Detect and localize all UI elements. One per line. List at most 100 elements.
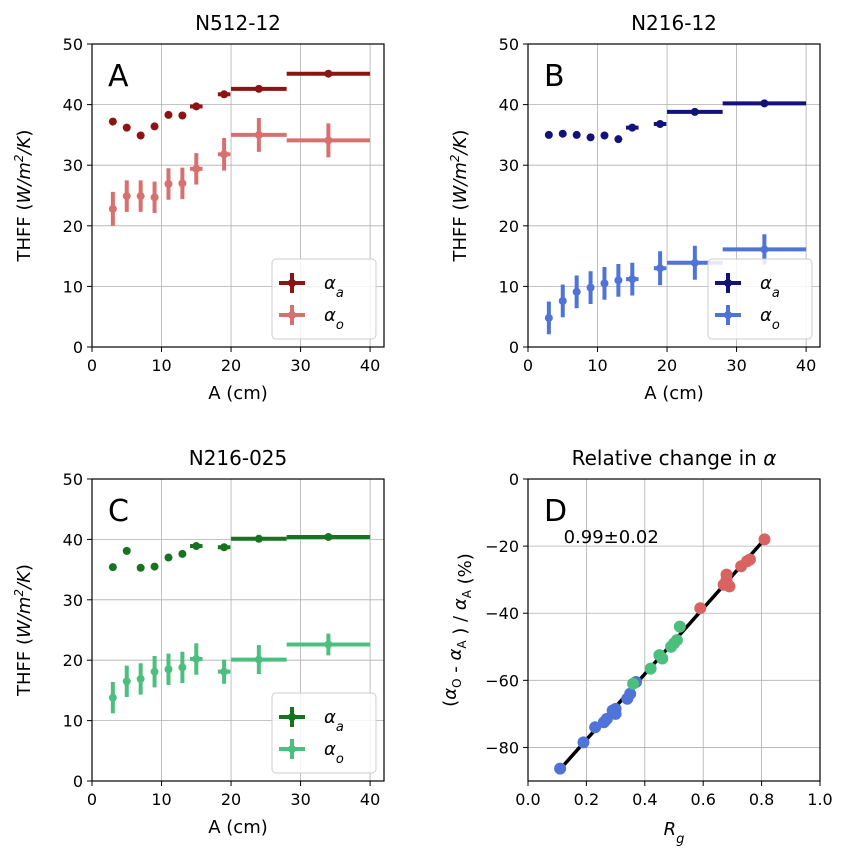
chart-title: N216-12 (631, 11, 717, 35)
y-tick-label: 20 (63, 217, 83, 236)
panel-b: 0 10 20 30 40 0 10 20 30 40 50 B N216-12 A (cm) THFF (… (448, 11, 821, 404)
series-n216-025 (627, 620, 686, 690)
x-tick-label: 0.4 (632, 790, 657, 809)
y-tick-label: −20 (485, 537, 519, 556)
x-tick-label: 0 (87, 356, 97, 375)
data-point (586, 283, 595, 292)
data-point (670, 634, 683, 647)
y-tick-label: 40 (63, 530, 83, 549)
data-point (628, 275, 637, 284)
data-point (122, 677, 131, 686)
data-point (254, 130, 263, 139)
x-tick-label: 0.2 (574, 790, 599, 809)
data-point (164, 179, 173, 188)
data-point (136, 131, 145, 140)
data-point (554, 762, 567, 775)
y-tick-label: −80 (485, 738, 519, 757)
data-point (558, 296, 567, 305)
y-tick-label: 30 (63, 591, 83, 610)
data-point (178, 179, 187, 188)
data-point (600, 131, 609, 140)
data-point (108, 693, 117, 702)
data-point (609, 707, 622, 720)
data-point (178, 663, 187, 672)
plot-frame (91, 478, 385, 782)
x-tick-label: 20 (221, 790, 241, 809)
data-point (589, 721, 602, 734)
data-point (150, 193, 159, 202)
y-tick-label: 10 (63, 712, 83, 731)
data-point (577, 736, 590, 749)
x-tick-label: 1.0 (807, 790, 832, 809)
data-point (108, 563, 117, 572)
data-point (324, 532, 333, 541)
data-point (544, 130, 553, 139)
data-point (192, 164, 201, 173)
data-point (164, 665, 173, 674)
data-point (150, 562, 159, 571)
data-point (164, 110, 173, 119)
data-point (220, 90, 229, 99)
data-point (760, 245, 769, 254)
y-tick-label: 10 (63, 277, 83, 296)
data-point (192, 542, 201, 551)
y-tick-label: 0 (509, 470, 519, 489)
y-tick-label: 30 (499, 156, 519, 175)
chart-title: N216-025 (189, 446, 288, 470)
series-a (108, 532, 371, 572)
panel-letter: D (544, 494, 567, 529)
y-axis-label: (αO - αA ) / αA (%) (440, 553, 476, 707)
x-tick-label: 30 (290, 356, 310, 375)
x-tick-label: 0.8 (749, 790, 774, 809)
series-a (108, 69, 371, 140)
y-tick-label: 0 (509, 338, 519, 357)
plot-frame (91, 43, 385, 348)
x-tick-label: 30 (290, 790, 310, 809)
legend-marker-dot (288, 311, 296, 319)
y-tick-label: −40 (485, 604, 519, 623)
data-point (690, 107, 699, 116)
data-point (220, 150, 229, 159)
data-point (324, 136, 333, 145)
data-point (572, 130, 581, 139)
data-point (600, 712, 613, 725)
data-point (108, 117, 117, 126)
data-point (122, 546, 131, 555)
plot-frame (527, 478, 821, 782)
panel-letter: A (108, 59, 129, 94)
y-axis-label: THFF (W/m2/K) (12, 564, 35, 697)
data-point (178, 549, 187, 558)
y-tick-label: 50 (63, 35, 83, 54)
data-point (136, 563, 145, 572)
data-point (150, 122, 159, 131)
data-point (192, 102, 201, 111)
data-point (600, 279, 609, 288)
chart-title: N512-12 (195, 11, 281, 35)
x-tick-label: 40 (796, 356, 816, 375)
x-axis-label: A (cm) (208, 383, 268, 404)
legend-box (707, 258, 813, 340)
y-tick-label: −60 (485, 671, 519, 690)
x-tick-label: 40 (360, 356, 380, 375)
x-tick-label: 40 (360, 790, 380, 809)
data-point (572, 287, 581, 296)
series-o (108, 117, 371, 226)
data-point (136, 674, 145, 683)
data-point (723, 580, 736, 593)
chart-title: Relative change in α (572, 446, 777, 470)
panel-letter: B (544, 59, 565, 94)
legend-marker-dot (288, 745, 296, 753)
data-point (324, 69, 333, 78)
data-point (324, 640, 333, 649)
data-point (614, 135, 623, 144)
panel-a: 0 10 20 30 40 0 10 20 30 40 50 A N512-12 A (cm) THFF (… (12, 11, 385, 404)
y-tick-label: 30 (63, 156, 83, 175)
y-axis-label: THFF (W/m2/K) (12, 130, 35, 263)
legend-marker-dot (724, 311, 732, 319)
data-point (760, 99, 769, 108)
data-point (644, 662, 657, 675)
data-point (150, 667, 159, 676)
y-tick-label: 50 (63, 470, 83, 489)
legend-marker-dot (288, 279, 296, 287)
